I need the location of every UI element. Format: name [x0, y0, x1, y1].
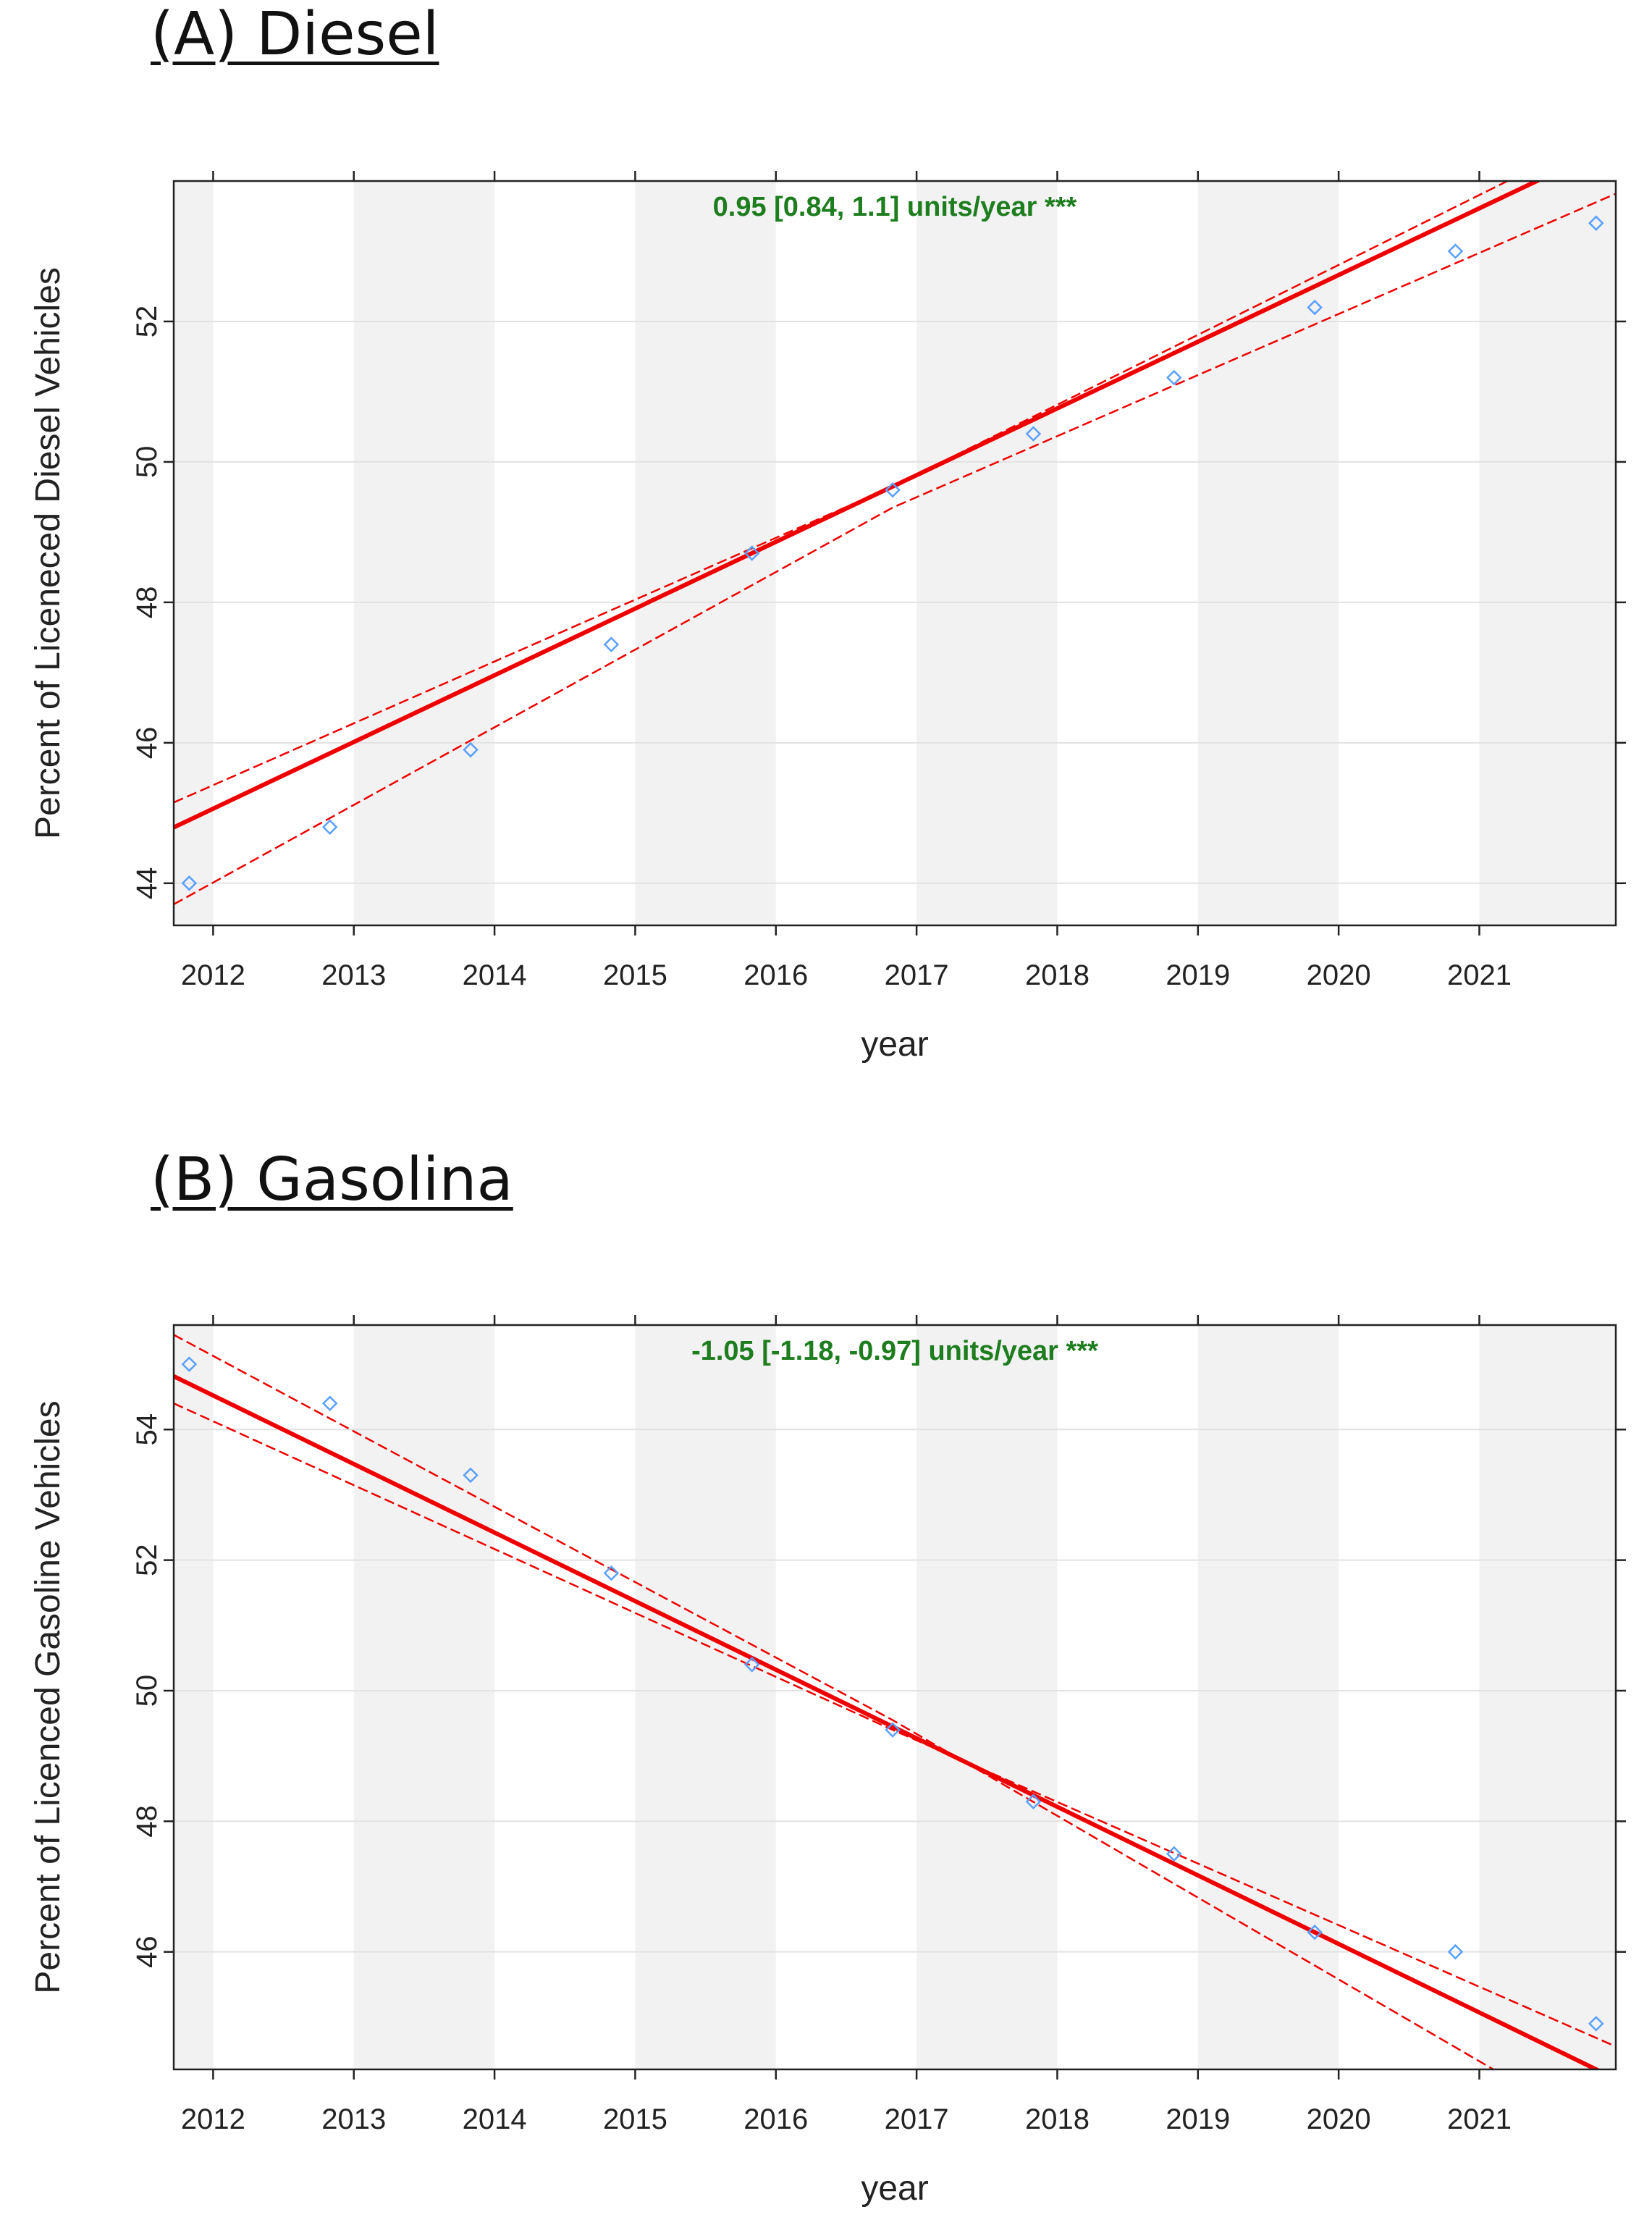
year-band [353, 181, 495, 925]
x-tick-label: 2014 [463, 2103, 527, 2135]
x-tick-label: 2016 [743, 2103, 808, 2135]
year-band [635, 1325, 776, 2069]
plot-frame [172, 1324, 1617, 2071]
trend-line [174, 1374, 1601, 2069]
x-tick-label: 2019 [1166, 959, 1230, 991]
x-tick-label: 2017 [885, 959, 949, 991]
x-axis-label: year [861, 1025, 928, 1064]
data-point [1588, 2016, 1604, 2032]
chart-title-gasolina: (B) Gasolina [151, 1145, 513, 1214]
data-point [885, 1722, 901, 1738]
ci-lower-line [174, 193, 1616, 905]
data-point [463, 1467, 479, 1484]
year-band [353, 1325, 495, 2069]
gasolina-chart: -1.05 [-1.18, -0.97] units/year *** 2012 2… [29, 1315, 1626, 2208]
y-tick-label: 50 [131, 1675, 163, 1707]
trend-annotation: 0.95 [0.84, 1.1] units/year *** [713, 192, 1077, 222]
x-tick-label: 2020 [1307, 2103, 1371, 2135]
y-tick-label: 54 [131, 1413, 163, 1446]
y-axis-label: Percent of Licenced Gasoline Vehicles [29, 1400, 67, 1993]
y-tick-label: 50 [131, 446, 163, 479]
data-point [885, 482, 901, 498]
data-point [1025, 1794, 1042, 1810]
y-tick-label: 52 [131, 1544, 163, 1576]
y-tick-label: 46 [131, 727, 163, 760]
x-tick-label: 2019 [1166, 2103, 1230, 2135]
year-band [1479, 1325, 1616, 2069]
x-tick-label: 2018 [1025, 959, 1090, 991]
data-point [321, 1395, 338, 1411]
data-point [181, 875, 198, 891]
chart-title-diesel: (A) Diesel [151, 0, 439, 69]
year-band [1479, 181, 1616, 925]
year-band [1197, 181, 1339, 925]
ci-lower-line [174, 1403, 1616, 2048]
x-tick-label: 2012 [181, 959, 245, 991]
x-tick-label: 2015 [603, 2103, 667, 2135]
data-point [321, 819, 338, 835]
data-point [463, 741, 479, 758]
data-point [1166, 1846, 1182, 1862]
data-point [603, 636, 620, 652]
x-tick-label: 2018 [1025, 2103, 1090, 2135]
data-point [1447, 1943, 1464, 1960]
x-tick-label: 2013 [321, 959, 386, 991]
x-tick-label: 2013 [321, 2103, 386, 2135]
trend-annotation: -1.05 [-1.18, -0.97] units/year *** [691, 1336, 1098, 1366]
data-point [1447, 243, 1464, 259]
x-tick-label: 2020 [1307, 959, 1371, 991]
x-tick-label: 2017 [885, 2103, 949, 2135]
data-point [743, 1657, 760, 1673]
data-point [743, 545, 760, 561]
y-tick-label: 48 [131, 586, 163, 619]
ci-upper-line [174, 1334, 1494, 2069]
y-tick-label: 44 [131, 867, 163, 900]
year-band [916, 181, 1058, 925]
year-band [174, 1325, 214, 2069]
data-point [1307, 1924, 1323, 1941]
y-tick-label: 46 [131, 1935, 163, 1968]
year-band [174, 181, 214, 925]
data-point [603, 1565, 620, 1581]
data-point [1307, 299, 1323, 316]
x-tick-label: 2016 [743, 959, 808, 991]
y-tick-label: 48 [131, 1805, 163, 1838]
x-tick-label: 2021 [1447, 2103, 1512, 2135]
data-point [1025, 426, 1042, 442]
plot-frame [172, 180, 1617, 927]
x-axis-label: year [861, 2169, 928, 2208]
year-band [1197, 1325, 1339, 2069]
x-tick-label: 2012 [181, 2103, 245, 2135]
data-point [1588, 215, 1604, 231]
x-tick-label: 2014 [463, 959, 527, 991]
plot-area [174, 1325, 1616, 2069]
data-point [1166, 369, 1182, 386]
x-tick-label: 2021 [1447, 959, 1512, 991]
plot-area [174, 181, 1616, 925]
year-band [916, 1325, 1058, 2069]
x-tick-label: 2015 [603, 959, 667, 991]
diesel-chart: 0.95 [0.84, 1.1] units/year *** 2012 2013 2… [29, 171, 1626, 1064]
y-tick-label: 52 [131, 306, 163, 338]
y-axis-label: Percent of Liceneced Diesel Vehicles [29, 267, 67, 839]
data-point [181, 1356, 198, 1372]
